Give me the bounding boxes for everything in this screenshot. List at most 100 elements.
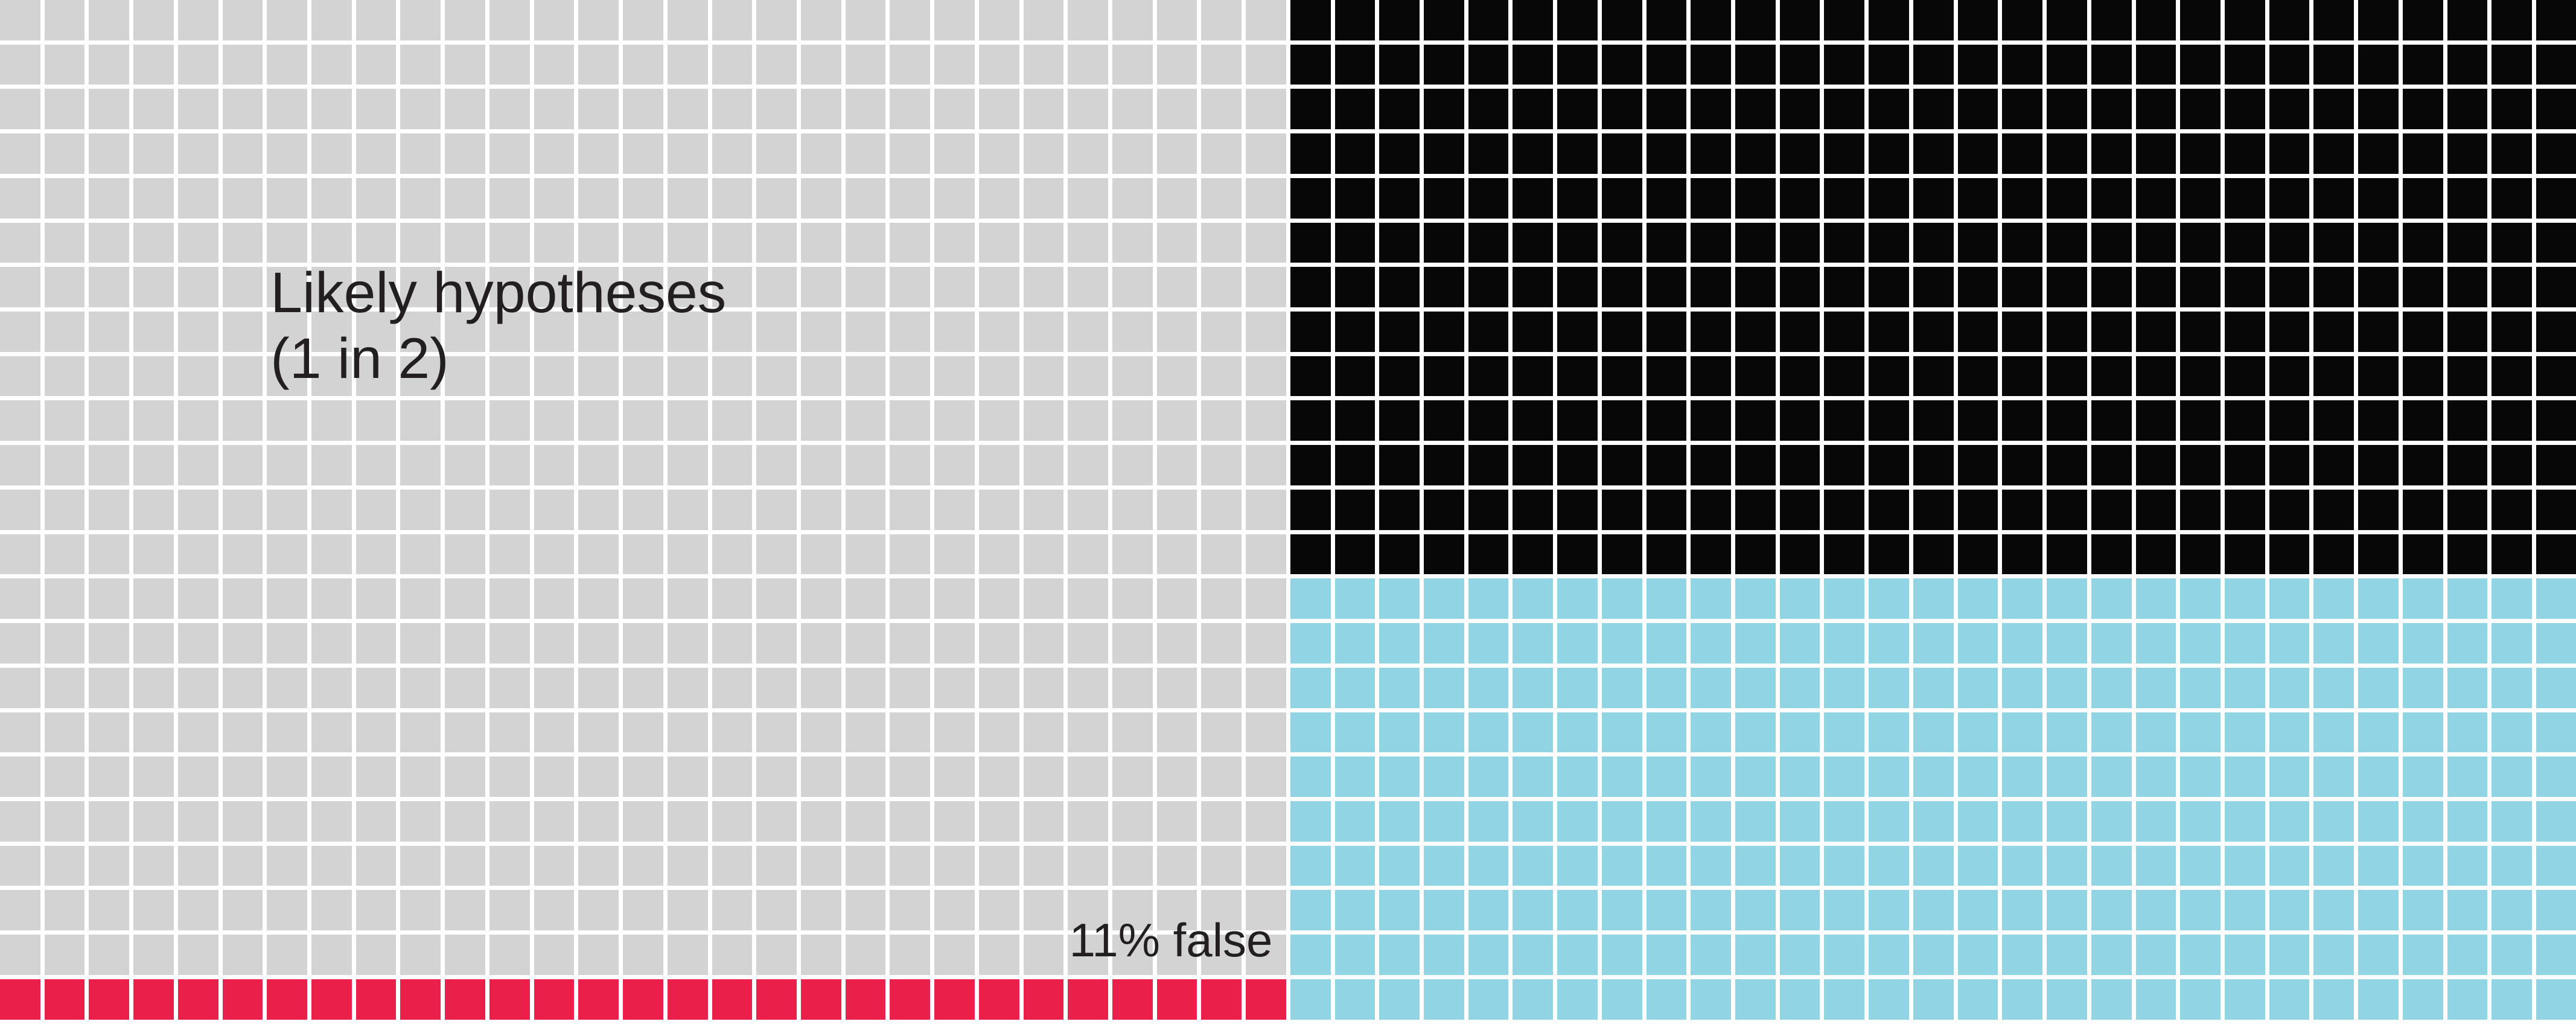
waffle-cell: [178, 445, 218, 485]
waffle-cell: [2136, 801, 2176, 842]
waffle-cell: [1602, 312, 1642, 352]
waffle-cell: [267, 534, 307, 575]
waffle-cell: [934, 133, 975, 174]
waffle-cell: [2313, 133, 2354, 174]
waffle-cell: [756, 756, 797, 797]
waffle-cell: [890, 133, 930, 174]
waffle-cell: [311, 712, 352, 753]
waffle-cell: [578, 223, 619, 263]
waffle-cell: [1647, 0, 1687, 40]
waffle-cell: [801, 668, 841, 708]
waffle-cell: [0, 801, 40, 842]
waffle-cell: [178, 801, 218, 842]
waffle-cell: [1735, 712, 1776, 753]
waffle-cell: [578, 623, 619, 664]
waffle-cell: [846, 45, 886, 85]
waffle-cell: [1513, 756, 1553, 797]
waffle-cell: [1513, 356, 1553, 397]
waffle-cell: [2002, 890, 2042, 930]
waffle-cell: [578, 801, 619, 842]
waffle-cell: [979, 801, 1019, 842]
waffle-cell: [2180, 445, 2221, 485]
waffle-cell: [2492, 623, 2532, 664]
waffle-cell: [2180, 801, 2221, 842]
waffle-cell: [890, 623, 930, 664]
waffle-cell: [2225, 445, 2265, 485]
waffle-cell: [45, 0, 85, 40]
waffle-cell: [578, 534, 619, 575]
waffle-cell: [623, 534, 663, 575]
waffle-cell: [1290, 668, 1331, 708]
waffle-cell: [89, 935, 129, 975]
waffle-cell: [2091, 846, 2132, 886]
waffle-cell: [801, 979, 841, 1020]
waffle-cell: [1201, 89, 1242, 129]
waffle-cell: [356, 846, 397, 886]
waffle-cell: [2358, 578, 2399, 619]
waffle-cell: [133, 712, 174, 753]
waffle-cell: [2313, 45, 2354, 85]
waffle-cell: [979, 712, 1019, 753]
waffle-cell: [0, 534, 40, 575]
waffle-cell: [2047, 223, 2087, 263]
waffle-cell: [2536, 979, 2576, 1020]
waffle-cell: [1869, 0, 1909, 40]
waffle-cell: [2536, 223, 2576, 263]
waffle-cell: [0, 400, 40, 441]
waffle-cell: [89, 890, 129, 930]
waffle-cell: [2002, 178, 2042, 219]
waffle-cell: [2225, 578, 2265, 619]
waffle-cell: [801, 712, 841, 753]
waffle-cell: [979, 445, 1019, 485]
waffle-cell: [400, 712, 441, 753]
waffle-cell: [1557, 45, 1598, 85]
waffle-cell: [534, 712, 575, 753]
waffle-cell: [1691, 400, 1731, 441]
waffle-cell: [534, 935, 575, 975]
waffle-cell: [0, 356, 40, 397]
waffle-cell: [1068, 979, 1108, 1020]
waffle-cell: [133, 668, 174, 708]
waffle-cell: [1735, 0, 1776, 40]
waffle-cell: [534, 979, 575, 1020]
waffle-cell: [178, 490, 218, 530]
waffle-cell: [668, 935, 708, 975]
waffle-cell: [890, 935, 930, 975]
waffle-cell: [311, 935, 352, 975]
waffle-cell: [801, 445, 841, 485]
waffle-cell: [2313, 312, 2354, 352]
waffle-cell: [133, 846, 174, 886]
waffle-cell: [979, 400, 1019, 441]
waffle-cell: [578, 935, 619, 975]
waffle-cell: [756, 578, 797, 619]
waffle-cell: [2047, 668, 2087, 708]
waffle-cell: [2403, 45, 2443, 85]
waffle-cell: [846, 668, 886, 708]
waffle-cell: [356, 0, 397, 40]
waffle-cell: [2269, 623, 2310, 664]
waffle-cell: [1780, 534, 1820, 575]
waffle-cell: [534, 801, 575, 842]
waffle-cell: [712, 133, 753, 174]
waffle-cell: [2536, 267, 2576, 307]
waffle-cell: [1468, 846, 1509, 886]
waffle-cell: [45, 890, 85, 930]
waffle-cell: [1913, 890, 1954, 930]
waffle-cell: [89, 400, 129, 441]
waffle-cell: [756, 89, 797, 129]
waffle-cell: [1246, 578, 1286, 619]
waffle-cell: [1290, 223, 1331, 263]
waffle-cell: [1869, 312, 1909, 352]
waffle-cell: [1869, 223, 1909, 263]
waffle-cell: [45, 668, 85, 708]
waffle-cell: [1557, 133, 1598, 174]
waffle-cell: [2269, 801, 2310, 842]
waffle-cell: [1468, 178, 1509, 219]
waffle-cell: [1024, 801, 1064, 842]
waffle-cell: [356, 445, 397, 485]
waffle-cell: [890, 178, 930, 219]
waffle-cell: [1780, 445, 1820, 485]
waffle-cell: [890, 979, 930, 1020]
waffle-cell: [2225, 223, 2265, 263]
waffle-cell: [890, 712, 930, 753]
